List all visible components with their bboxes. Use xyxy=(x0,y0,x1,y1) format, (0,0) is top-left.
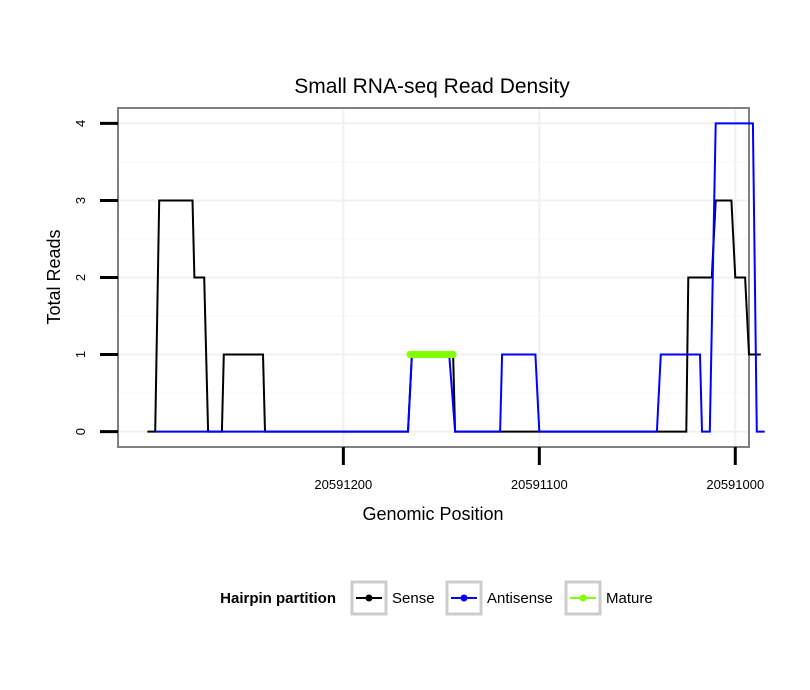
x-axis: 20591200 20591100 20591000 xyxy=(314,447,764,492)
x-axis-title: Genomic Position xyxy=(362,504,503,524)
x-tick-label-1: 20591100 xyxy=(511,477,568,492)
y-tick-label-4: 4 xyxy=(73,120,88,127)
legend-key-dot-mature xyxy=(579,594,587,602)
legend: Hairpin partition Sense Antisense Mature xyxy=(220,580,653,616)
legend-key-dot-sense xyxy=(365,594,373,602)
legend-label-sense: Sense xyxy=(392,590,435,607)
y-axis-title: Total Reads xyxy=(44,229,64,324)
x-tick-label-2: 20591000 xyxy=(706,477,764,492)
legend-label-mature: Mature xyxy=(606,590,653,607)
legend-label-antisense: Antisense xyxy=(487,590,553,607)
y-tick-label-0: 0 xyxy=(73,428,88,435)
x-tick-label-0: 20591200 xyxy=(314,477,372,492)
y-axis: 0 1 2 3 4 xyxy=(73,120,118,435)
legend-key-dot-antisense xyxy=(460,594,468,602)
legend-title: Hairpin partition xyxy=(220,590,336,607)
series-group xyxy=(147,122,765,433)
y-tick-label-1: 1 xyxy=(73,351,88,358)
grid xyxy=(118,108,749,447)
legend-items: Sense Antisense Mature xyxy=(350,580,653,616)
y-tick-label-3: 3 xyxy=(73,197,88,204)
y-tick-label-2: 2 xyxy=(73,274,88,281)
chart-title: Small RNA-seq Read Density xyxy=(294,75,570,98)
